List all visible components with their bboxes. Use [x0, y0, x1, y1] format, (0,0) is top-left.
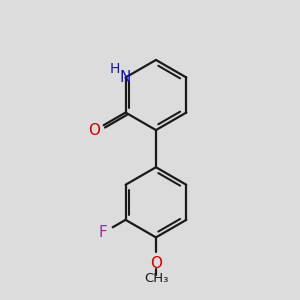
Text: H: H	[110, 62, 120, 76]
Text: N: N	[120, 70, 131, 85]
Text: CH₃: CH₃	[144, 272, 168, 285]
Text: F: F	[98, 225, 107, 240]
Text: O: O	[150, 256, 162, 271]
Text: O: O	[88, 123, 100, 138]
